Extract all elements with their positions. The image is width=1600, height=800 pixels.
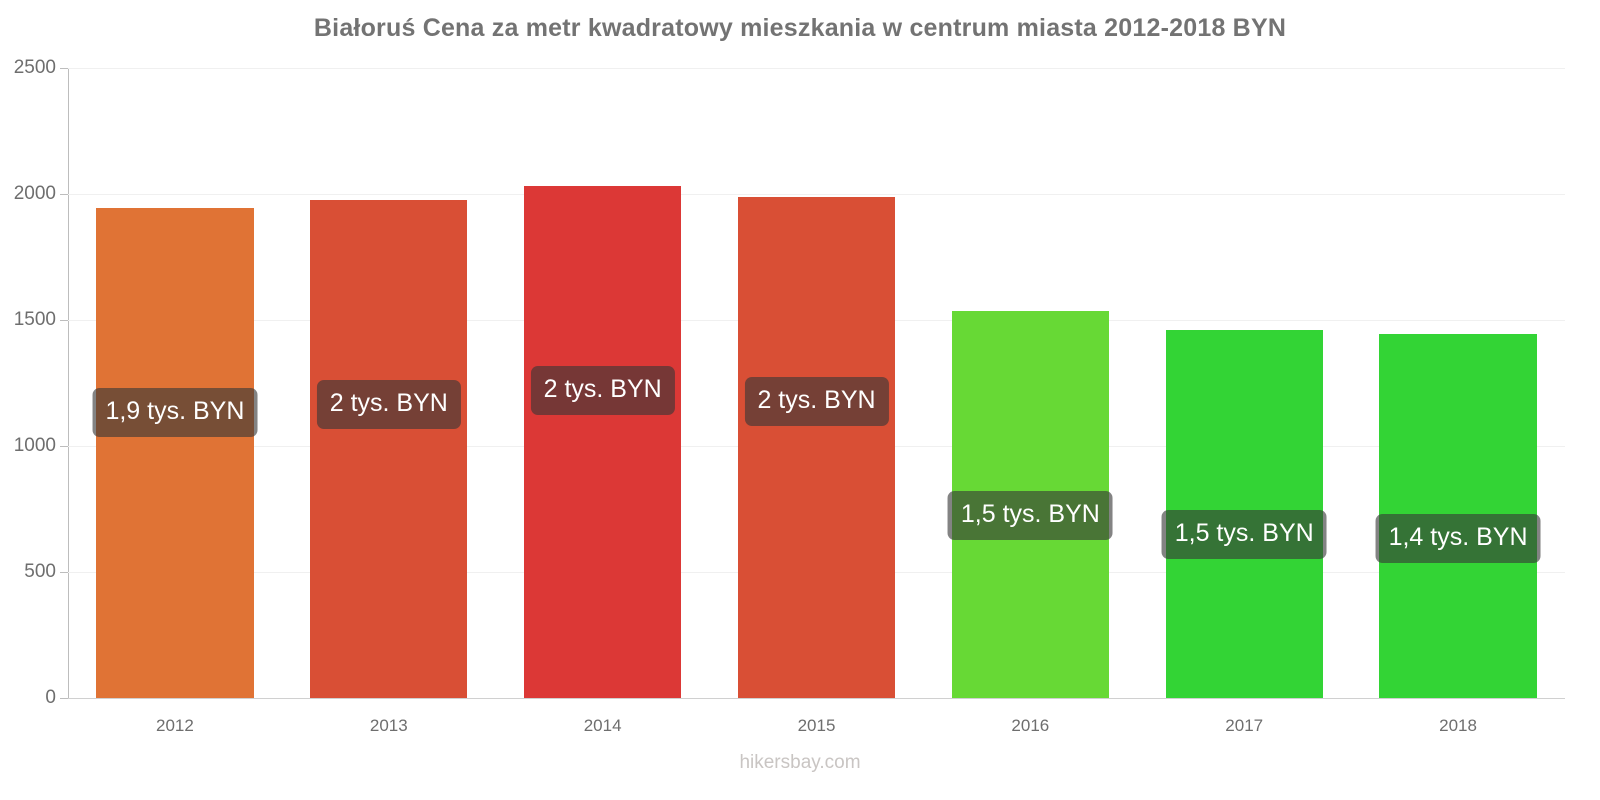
y-axis-tick-label: 2000 xyxy=(13,183,56,204)
x-axis-tick-label: 2017 xyxy=(1225,716,1264,735)
gridline xyxy=(68,194,1565,195)
x-axis-tick-label: 2015 xyxy=(797,716,836,735)
y-axis-tick-label: 1500 xyxy=(13,309,56,330)
x-axis-baseline xyxy=(68,698,1565,699)
chart-title: Białoruś Cena za metr kwadratowy mieszka… xyxy=(313,14,1287,42)
bar-value-label: 2 tys. BYN xyxy=(316,380,461,430)
footer-credit: hikersbay.com xyxy=(739,752,861,773)
bar-value-label: 1,5 tys. BYN xyxy=(1161,510,1327,560)
bar[interactable] xyxy=(737,196,896,698)
x-axis-tick-label: 2012 xyxy=(156,716,194,735)
bar-value-label: 2 tys. BYN xyxy=(744,376,889,426)
bar-value-label: 1,5 tys. BYN xyxy=(947,491,1113,541)
x-axis-tick-label: 2016 xyxy=(1011,716,1050,735)
y-axis-tick-mark xyxy=(60,572,68,573)
y-axis-tick-mark xyxy=(60,194,68,195)
x-axis-tick-label: 2014 xyxy=(583,716,622,735)
y-axis-line xyxy=(68,68,69,699)
bar[interactable] xyxy=(310,200,468,698)
bar[interactable] xyxy=(96,207,254,698)
x-axis-tick-label: 2013 xyxy=(369,716,408,735)
y-axis-tick-mark xyxy=(60,698,68,699)
bar-value-label: 2 tys. BYN xyxy=(530,366,675,416)
y-axis-tick-mark xyxy=(60,446,68,447)
bar-value-label: 1,4 tys. BYN xyxy=(1375,513,1541,563)
y-axis-tick-label: 0 xyxy=(45,687,56,708)
gridline xyxy=(68,68,1565,69)
y-axis-tick-label: 500 xyxy=(24,561,56,582)
y-axis-tick-label: 1000 xyxy=(13,435,56,456)
y-axis-tick-label: 2500 xyxy=(13,57,56,78)
bar[interactable] xyxy=(524,186,682,698)
plot-area: 1,9 tys. BYN 2 tys. BYN 2 tys. BYN 2 tys. B… xyxy=(68,68,1565,699)
y-axis-tick-mark xyxy=(60,68,68,69)
y-axis-tick-mark xyxy=(60,320,68,321)
x-axis-tick-label: 2018 xyxy=(1439,716,1477,735)
bar-value-label: 1,9 tys. BYN xyxy=(92,387,258,437)
